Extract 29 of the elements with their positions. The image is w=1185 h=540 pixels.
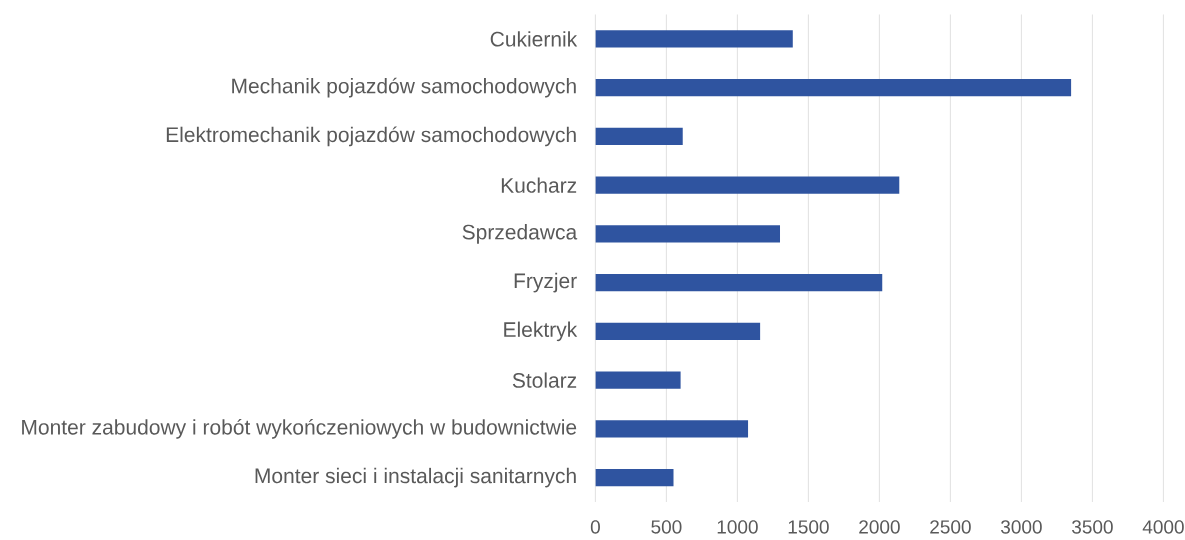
y-tick-label: Cukiernik (490, 31, 578, 47)
bar (595, 176, 900, 194)
bar (595, 30, 793, 48)
x-tick-label: 0 (590, 520, 600, 534)
bar (595, 79, 1072, 97)
x-tick-label: 2000 (859, 520, 900, 534)
y-tick-label: Monter sieci i instalacji sanitarnych (255, 467, 576, 488)
y-tick-label: Elektryk (504, 321, 578, 342)
bar (595, 420, 749, 438)
x-tick-label: 2500 (930, 520, 971, 534)
x-tick-label: 3000 (1000, 520, 1042, 534)
bar (595, 274, 883, 292)
bar (595, 225, 780, 243)
y-tick-label: Mechanik pojazdów samochodowych (232, 77, 576, 98)
y-tick-label: Sprzedawca (462, 224, 578, 244)
x-tick-label: 4000 (1142, 520, 1184, 534)
y-tick-label: Fryzjer (514, 272, 577, 293)
y-tick-label: Kucharz (501, 177, 577, 193)
bar (595, 371, 681, 389)
x-tick-label: 1000 (717, 520, 758, 534)
y-tick-label: Monter zabudowy i robót wykończeniowych w budownictwie (22, 418, 577, 439)
bar (595, 322, 761, 340)
y-tick-label: Stolarz (512, 372, 577, 388)
bar (595, 469, 674, 487)
bar (595, 127, 683, 145)
x-tick-label: 1500 (788, 520, 829, 534)
x-tick-label: 3500 (1071, 520, 1113, 534)
x-tick-label: 500 (651, 520, 682, 534)
y-tick-label: Elektromechanik pojazdów samochodowych (166, 126, 576, 147)
